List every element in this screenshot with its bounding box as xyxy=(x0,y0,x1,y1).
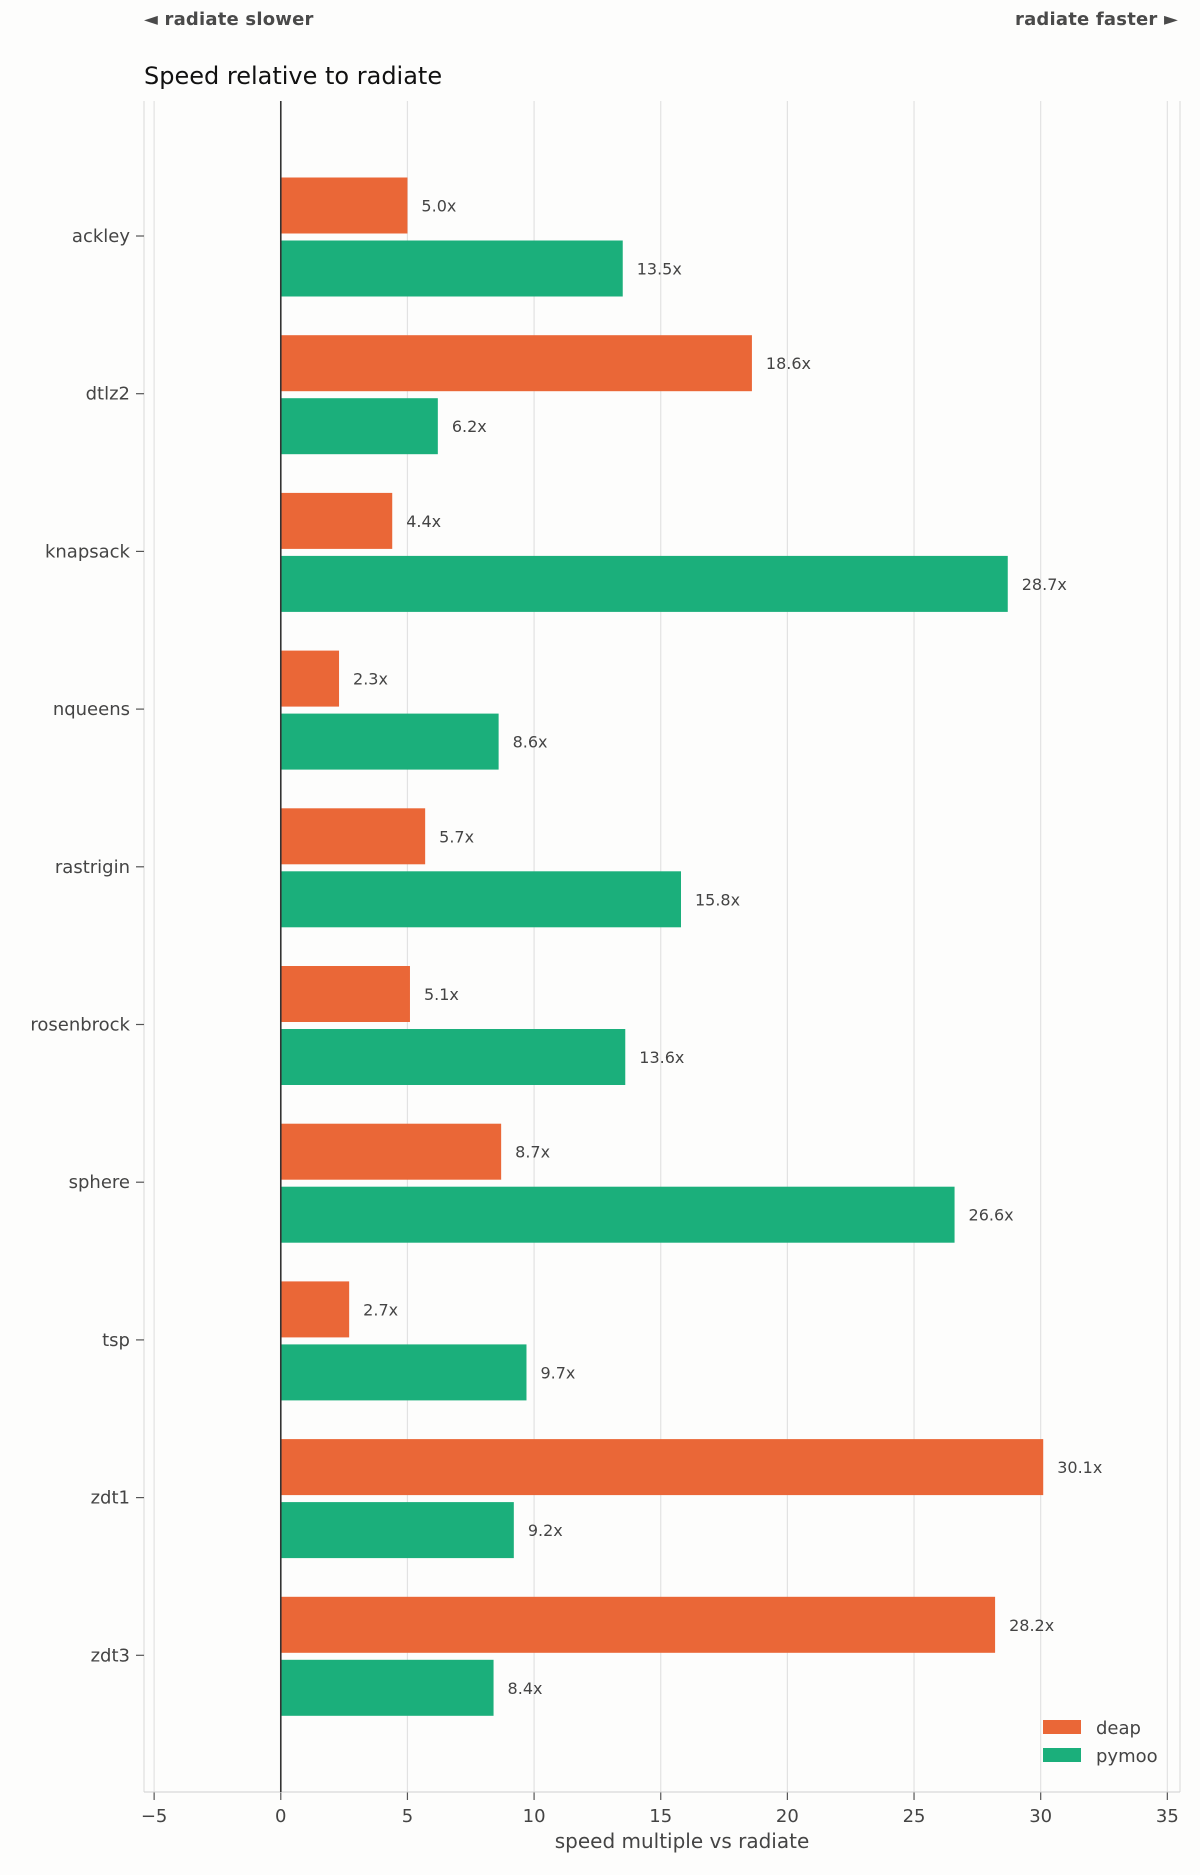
category-label: ackley xyxy=(72,226,130,247)
bar-deap xyxy=(280,1596,996,1653)
data-label-deap: 30.1x xyxy=(1057,1458,1102,1477)
bar-deap xyxy=(280,1281,350,1338)
bar-pymoo xyxy=(280,713,499,770)
axes: −5 0 5 10 15 20 25 30 35 ackley dtlz2 knapsack nquee… xyxy=(30,101,1180,1853)
x-tick-label: 35 xyxy=(1156,1806,1179,1827)
bar-deap xyxy=(280,1439,1044,1496)
data-label-deap: 5.1x xyxy=(424,985,459,1004)
data-label-deap: 28.2x xyxy=(1009,1616,1054,1635)
category-label: tsp xyxy=(102,1330,130,1351)
data-label-pymoo: 8.4x xyxy=(508,1679,543,1698)
data-label-pymoo: 26.6x xyxy=(969,1206,1014,1225)
bar-deap xyxy=(280,335,752,392)
category-label: dtlz2 xyxy=(86,384,130,405)
bar-deap xyxy=(280,650,340,707)
legend-label-pymoo: pymoo xyxy=(1096,1746,1158,1767)
bar-pymoo xyxy=(280,240,623,297)
category-label: knapsack xyxy=(45,541,131,562)
bar-pymoo xyxy=(280,1502,514,1559)
data-label-pymoo: 9.2x xyxy=(528,1521,563,1540)
bar-pymoo xyxy=(280,555,1008,612)
data-label-deap: 5.0x xyxy=(421,197,456,216)
data-label-deap: 4.4x xyxy=(406,512,441,531)
data-labels: 5.0x 18.6x 4.4x 2.3x 5.7x 5.1x 8.7x 2.7x 30.1x 28… xyxy=(353,197,1102,1698)
x-tick-label: 20 xyxy=(776,1806,799,1827)
data-label-pymoo: 6.2x xyxy=(452,417,487,436)
data-label-pymoo: 13.6x xyxy=(639,1048,684,1067)
data-label-pymoo: 13.5x xyxy=(637,260,682,279)
x-tick-label: 0 xyxy=(275,1806,286,1827)
data-label-deap: 18.6x xyxy=(766,354,811,373)
category-label: nqueens xyxy=(53,699,130,720)
chart-title: Speed relative to radiate xyxy=(144,62,443,90)
data-label-deap: 2.7x xyxy=(363,1300,398,1319)
bar-pymoo xyxy=(280,1186,955,1243)
x-axis-title: speed multiple vs radiate xyxy=(555,1829,810,1853)
data-label-pymoo: 9.7x xyxy=(540,1363,575,1382)
data-label-pymoo: 8.6x xyxy=(513,733,548,752)
category-label: rosenbrock xyxy=(30,1015,130,1036)
bar-deap xyxy=(280,966,410,1022)
faster-direction-label: radiate faster ► xyxy=(1015,9,1178,30)
category-label: zdt3 xyxy=(91,1645,130,1666)
bar-pymoo xyxy=(280,1659,494,1716)
x-tick-label: 5 xyxy=(402,1806,413,1827)
slower-direction-label: ◄ radiate slower xyxy=(144,9,314,30)
x-tick-label: −5 xyxy=(141,1806,168,1827)
category-label: zdt1 xyxy=(91,1488,130,1509)
bar-deap xyxy=(280,808,426,865)
data-label-pymoo: 15.8x xyxy=(695,890,740,909)
data-label-deap: 5.7x xyxy=(439,827,474,846)
legend-label-deap: deap xyxy=(1096,1718,1141,1739)
bar-pymoo xyxy=(280,1029,626,1085)
x-tick-label: 25 xyxy=(903,1806,926,1827)
legend-swatch-pymoo xyxy=(1043,1748,1081,1762)
bar-deap xyxy=(280,1123,502,1180)
bar-deap xyxy=(280,177,408,234)
bar-pymoo xyxy=(280,398,438,455)
data-label-deap: 8.7x xyxy=(515,1143,550,1162)
bar-pymoo xyxy=(280,871,681,928)
data-label-deap: 2.3x xyxy=(353,670,388,689)
x-tick-label: 30 xyxy=(1029,1806,1052,1827)
bar-deap xyxy=(280,492,393,549)
legend: deap pymoo xyxy=(1043,1718,1158,1767)
category-label: sphere xyxy=(69,1172,130,1193)
data-label-pymoo: 28.7x xyxy=(1022,575,1067,594)
category-label: rastrigin xyxy=(55,857,130,878)
x-tick-label: 15 xyxy=(649,1806,672,1827)
bar-pymoo xyxy=(280,1344,527,1401)
bars xyxy=(280,177,1044,1716)
x-tick-label: 10 xyxy=(523,1806,546,1827)
legend-swatch-deap xyxy=(1043,1720,1081,1734)
